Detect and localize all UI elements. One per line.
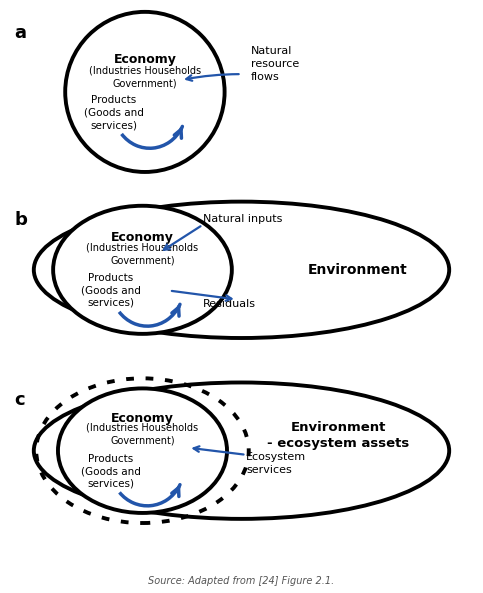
- Ellipse shape: [34, 202, 449, 338]
- Text: Source: Adapted from [24] Figure 2.1.: Source: Adapted from [24] Figure 2.1.: [148, 576, 335, 586]
- Text: Economy: Economy: [111, 231, 174, 244]
- Text: Natural inputs: Natural inputs: [203, 215, 282, 224]
- Text: Products
(Goods and
services): Products (Goods and services): [81, 273, 141, 308]
- Text: (Industries Households
Government): (Industries Households Government): [86, 422, 199, 446]
- Text: Products
(Goods and
services): Products (Goods and services): [81, 454, 141, 489]
- Text: Economy: Economy: [114, 53, 176, 66]
- Text: (Industries Households
Government): (Industries Households Government): [89, 65, 201, 89]
- Text: Environment: Environment: [308, 263, 407, 277]
- Text: Products
(Goods and
services): Products (Goods and services): [84, 95, 143, 130]
- Text: a: a: [14, 24, 27, 42]
- Text: Residuals: Residuals: [203, 299, 256, 309]
- Text: Natural
resource
flows: Natural resource flows: [251, 46, 299, 82]
- Ellipse shape: [65, 12, 225, 172]
- Ellipse shape: [53, 206, 232, 334]
- Text: Ecosystem
services: Ecosystem services: [246, 452, 306, 475]
- Ellipse shape: [58, 388, 227, 513]
- Text: Environment
- ecosystem assets: Environment - ecosystem assets: [267, 422, 409, 450]
- Text: Economy: Economy: [111, 412, 174, 425]
- Ellipse shape: [34, 382, 449, 519]
- Text: (Industries Households
Government): (Industries Households Government): [86, 242, 199, 266]
- Text: b: b: [14, 211, 28, 228]
- Text: c: c: [14, 391, 25, 409]
